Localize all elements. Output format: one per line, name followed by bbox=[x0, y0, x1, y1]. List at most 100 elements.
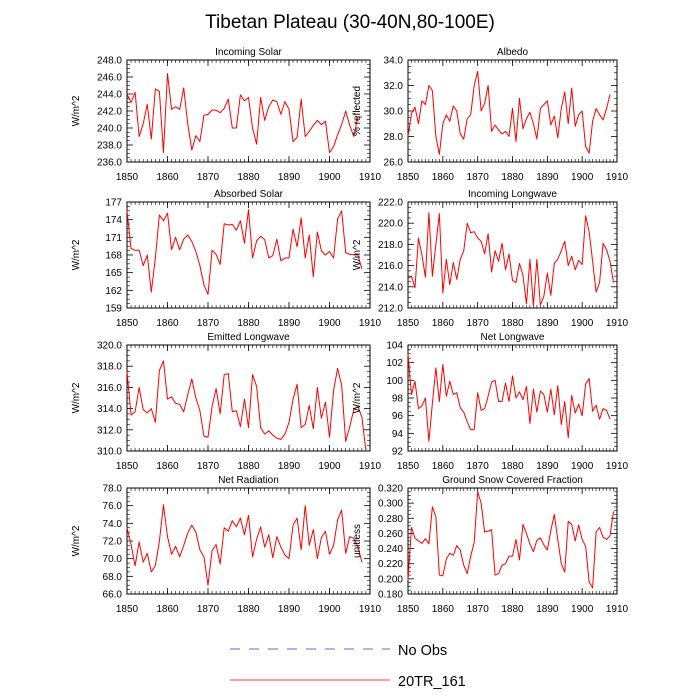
y-tick-label: 320.0 bbox=[97, 341, 122, 352]
x-tick-label: 1880 bbox=[501, 461, 524, 472]
plot-frame bbox=[407, 487, 618, 595]
x-tick-label: 1860 bbox=[432, 318, 455, 329]
y-tick-label: 222.0 bbox=[378, 198, 403, 209]
x-tick-label: 1880 bbox=[237, 461, 260, 472]
x-tick-label: 1870 bbox=[467, 172, 490, 183]
x-tick-label: 1870 bbox=[467, 461, 490, 472]
y-tick-label: 238.0 bbox=[97, 141, 122, 152]
x-tick-label: 1890 bbox=[536, 172, 559, 183]
y-tick-label: 0.320 bbox=[378, 484, 403, 495]
x-tick-label: 1890 bbox=[278, 172, 301, 183]
y-tick-label: 78.0 bbox=[103, 484, 123, 495]
y-tick-label: 246.0 bbox=[97, 73, 122, 84]
y-tick-label: 0.180 bbox=[378, 590, 403, 601]
y-tick-label: 244.0 bbox=[97, 90, 122, 101]
y-tick-label: 34.0 bbox=[384, 56, 404, 67]
y-tick-label: 72.0 bbox=[103, 537, 123, 548]
panel-title: Net Longwave bbox=[481, 332, 545, 343]
y-axis-label: W/m^2 bbox=[71, 525, 82, 556]
panel-albedo: Albedo % reflected 1850 1860 1870 1880 1890 190… bbox=[352, 47, 629, 183]
x-tick-label: 1860 bbox=[156, 461, 179, 472]
x-tick-label: 1850 bbox=[116, 604, 139, 615]
x-tick-label: 1850 bbox=[116, 172, 139, 183]
y-tick-label: 96 bbox=[392, 411, 404, 422]
y-axis-label: W/m^2 bbox=[71, 95, 82, 126]
y-tick-label: 310.0 bbox=[97, 447, 122, 458]
y-tick-label: 0.240 bbox=[378, 544, 403, 555]
x-tick-label: 1910 bbox=[606, 604, 629, 615]
y-tick-label: 242.0 bbox=[97, 107, 122, 118]
panel-title: Net Radiation bbox=[218, 475, 279, 486]
panel-absorbed-solar: Absorbed Solar W/m^2 1850 1860 1870 1880 1890 1… bbox=[71, 189, 382, 329]
y-tick-label: 74.0 bbox=[103, 519, 123, 530]
x-tick-label: 1890 bbox=[278, 318, 301, 329]
x-tick-label: 1910 bbox=[606, 461, 629, 472]
y-tick-label: 100 bbox=[386, 376, 403, 387]
x-tick-label: 1900 bbox=[318, 461, 341, 472]
y-tick-label: 236.0 bbox=[97, 158, 122, 169]
panel-net-longwave: Net Longwave W/m^2 1850 1860 1870 1880 1890 190… bbox=[352, 332, 629, 472]
x-tick-label: 1860 bbox=[156, 172, 179, 183]
series-line-incoming-longwave bbox=[407, 212, 615, 307]
panel-title: Incoming Solar bbox=[215, 47, 282, 58]
x-tick-label: 1900 bbox=[571, 318, 594, 329]
panel-title: Ground Snow Covered Fraction bbox=[442, 475, 583, 486]
x-tick-label: 1910 bbox=[359, 172, 382, 183]
y-tick-label: 94 bbox=[392, 429, 404, 440]
x-tick-label: 1870 bbox=[197, 318, 220, 329]
y-tick-label: 76.0 bbox=[103, 501, 123, 512]
y-tick-label: 316.0 bbox=[97, 383, 122, 394]
x-tick-label: 1890 bbox=[278, 461, 301, 472]
panel-emitted-longwave: Emitted Longwave W/m^2 1850 1860 1870 1880 189… bbox=[71, 332, 382, 472]
x-tick-label: 1900 bbox=[318, 318, 341, 329]
y-axis-label: % reflected bbox=[352, 86, 363, 136]
y-tick-label: 0.220 bbox=[378, 559, 403, 570]
y-tick-label: 0.280 bbox=[378, 514, 403, 525]
y-tick-label: 68.0 bbox=[103, 572, 123, 583]
x-tick-label: 1880 bbox=[237, 318, 260, 329]
y-tick-label: 159 bbox=[105, 304, 122, 315]
x-tick-label: 1880 bbox=[501, 604, 524, 615]
x-tick-label: 1890 bbox=[536, 461, 559, 472]
y-tick-label: 216.0 bbox=[378, 261, 403, 272]
y-tick-label: 318.0 bbox=[97, 362, 122, 373]
y-tick-label: 98 bbox=[392, 394, 404, 405]
x-tick-label: 1880 bbox=[501, 318, 524, 329]
y-tick-label: 102 bbox=[386, 358, 403, 369]
plot-frame bbox=[126, 487, 371, 595]
legend-model-label: 20TR_161 bbox=[398, 674, 466, 690]
y-axis-label: W/m^2 bbox=[352, 239, 363, 270]
x-tick-label: 1850 bbox=[116, 318, 139, 329]
panel-ground-snow-covered-fraction: Ground Snow Covered Fraction unitless 1850… bbox=[352, 475, 629, 615]
x-tick-label: 1890 bbox=[536, 318, 559, 329]
x-tick-label: 1860 bbox=[156, 318, 179, 329]
x-tick-label: 1870 bbox=[467, 604, 490, 615]
x-tick-label: 1850 bbox=[397, 461, 420, 472]
x-tick-label: 1860 bbox=[156, 604, 179, 615]
x-tick-label: 1880 bbox=[501, 172, 524, 183]
panel-title: Emitted Longwave bbox=[207, 332, 290, 343]
y-tick-label: 30.0 bbox=[384, 107, 404, 118]
legend-obs-label: No Obs bbox=[398, 643, 447, 659]
y-tick-label: 0.300 bbox=[378, 499, 403, 510]
y-tick-label: 0.200 bbox=[378, 574, 403, 585]
panels: Incoming Solar W/m^2 1850 1860 1870 1880 1890 1… bbox=[71, 47, 629, 615]
y-tick-label: 92 bbox=[392, 447, 404, 458]
panel-title: Incoming Longwave bbox=[468, 189, 557, 200]
y-tick-label: 104 bbox=[386, 341, 403, 352]
y-tick-label: 168 bbox=[105, 251, 122, 262]
panel-incoming-longwave: Incoming Longwave W/m^2 1850 1860 1870 1880 18… bbox=[352, 189, 629, 329]
x-tick-label: 1870 bbox=[197, 604, 220, 615]
panel-title: Albedo bbox=[497, 47, 529, 58]
y-axis-label: unitless bbox=[352, 524, 363, 558]
x-tick-label: 1910 bbox=[606, 172, 629, 183]
y-tick-label: 165 bbox=[105, 268, 122, 279]
x-tick-label: 1860 bbox=[432, 461, 455, 472]
series-line-absorbed-solar bbox=[126, 209, 363, 295]
x-tick-label: 1850 bbox=[397, 172, 420, 183]
x-tick-label: 1850 bbox=[397, 604, 420, 615]
x-tick-label: 1880 bbox=[237, 604, 260, 615]
series-line-albedo bbox=[407, 70, 611, 155]
figure-title: Tibetan Plateau (30-40N,80-100E) bbox=[205, 12, 495, 33]
